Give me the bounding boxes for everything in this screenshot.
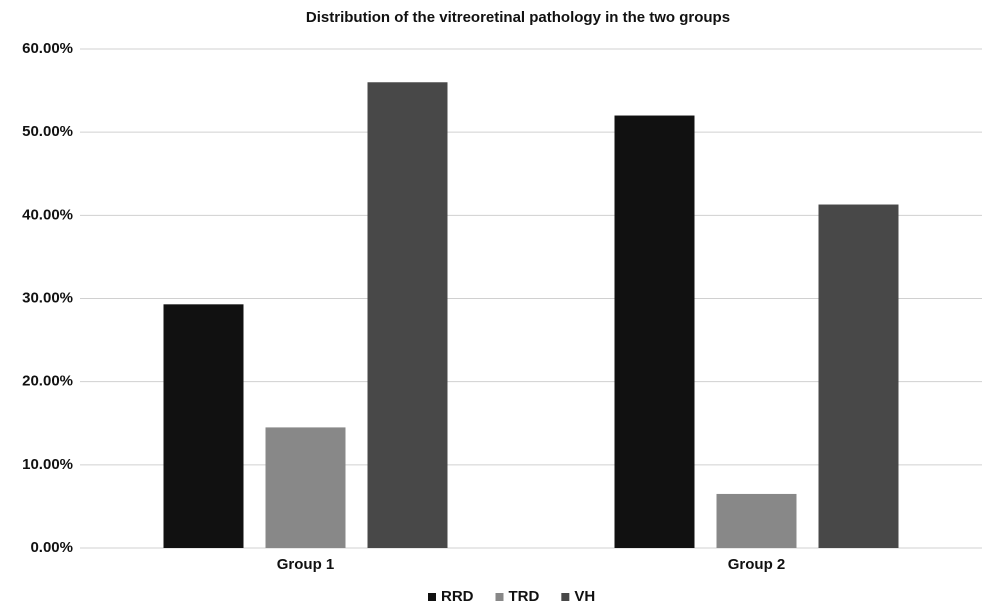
legend-swatch (428, 593, 436, 601)
bar (367, 82, 448, 549)
y-tick-label: 30.00% (22, 289, 73, 306)
y-tick-label: 0.00% (30, 539, 73, 556)
chart-title: Distribution of the vitreoretinal pathol… (306, 9, 730, 26)
bar (265, 427, 346, 548)
bar (818, 204, 899, 548)
legend-swatch (561, 593, 570, 601)
y-tick-label: 10.00% (22, 456, 73, 473)
y-tick-label: 50.00% (22, 123, 73, 140)
x-tick-label: Group 1 (277, 556, 335, 573)
legend-swatch (495, 593, 504, 601)
x-tick-label: Group 2 (728, 556, 786, 573)
y-tick-label: 60.00% (22, 40, 73, 57)
legend-label: RRD (441, 588, 474, 605)
bar (716, 493, 797, 548)
y-tick-label: 40.00% (22, 206, 73, 223)
legend-label: VH (574, 588, 595, 605)
legend-label: TRD (509, 588, 540, 605)
bar (163, 304, 244, 548)
bar (614, 115, 695, 549)
y-tick-label: 20.00% (22, 373, 73, 390)
